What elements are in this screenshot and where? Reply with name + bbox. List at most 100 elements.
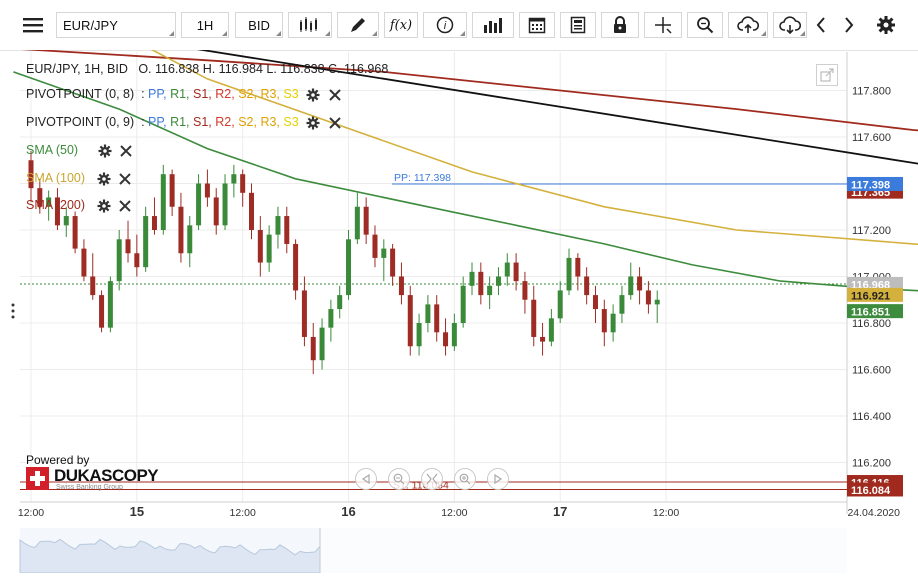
candle-body [522, 281, 528, 300]
y-tick-label: 116.800 [852, 318, 891, 330]
candle-body [434, 304, 440, 333]
zoom-button[interactable] [687, 12, 723, 38]
candle-body [346, 239, 352, 296]
reset-zoom-button[interactable] [421, 468, 443, 490]
sma200-legend: SMA (200) [26, 198, 132, 213]
download-button[interactable] [773, 12, 807, 38]
pivot-2-remove-close-icon[interactable] [328, 116, 342, 130]
sma200-remove-close-icon[interactable] [118, 199, 132, 213]
timeframe-selector[interactable]: 1H [181, 12, 229, 38]
chevron-left-icon [816, 17, 825, 33]
candle-body [619, 295, 625, 314]
ohlc-values: O. 116.838 H. 116.984 L. 116.838 C. 116.… [138, 62, 389, 76]
chevron-right-icon [845, 17, 854, 33]
candle-body [222, 183, 228, 226]
candle-body [637, 276, 643, 291]
calendar-button[interactable] [519, 12, 555, 38]
pivot-2-settings-gear-icon[interactable] [306, 116, 320, 130]
sma50-settings-gear-icon[interactable] [98, 144, 112, 158]
sma200-settings-gear-icon[interactable] [97, 199, 111, 213]
draw-tools-button[interactable] [337, 12, 379, 38]
candle-body [240, 174, 246, 193]
zoom-in-button[interactable] [454, 468, 476, 490]
ohlc-symbol: EUR/JPY, 1H, BID [26, 62, 128, 76]
candle-body [301, 290, 307, 337]
zoom-out-icon [393, 473, 405, 485]
resize-handle[interactable] [11, 300, 15, 322]
pencil-icon [351, 18, 365, 32]
powered-by-label: Powered by [26, 453, 90, 467]
candle-body [169, 174, 175, 207]
pivot-2-s3: S3 [283, 115, 299, 129]
pan-right-button[interactable] [487, 468, 509, 490]
price-side-selector[interactable]: BID [235, 12, 283, 38]
brand-tagline: Swiss Banking Group [56, 484, 123, 491]
candle-body [548, 318, 554, 342]
candle-body [443, 332, 449, 347]
pivot-1-settings-gear-icon[interactable] [306, 88, 320, 102]
x-tick-day-label: 17 [553, 504, 567, 519]
sma100-last-badge-label: 116.921 [851, 290, 890, 302]
upload-button[interactable] [728, 12, 768, 38]
candle-body [275, 216, 281, 235]
candle-body [654, 299, 660, 305]
brand-name: DUKASCOPY [54, 466, 159, 485]
news-button[interactable] [560, 12, 596, 38]
hamburger-menu-icon [23, 18, 43, 33]
pivot-2-name: PIVOTPOINT (0, 9) [26, 115, 135, 129]
pivot-1-s1: S1, [193, 87, 212, 101]
volume-button[interactable] [472, 12, 514, 38]
indicators-button[interactable]: f(x) [384, 12, 418, 38]
scroll-right-button[interactable] [836, 12, 862, 38]
lock-button[interactable] [601, 12, 639, 38]
ohlc-legend: EUR/JPY, 1H, BID O. 116.838 H. 116.984 L… [26, 62, 388, 76]
candle-body [231, 174, 237, 184]
x-tick-time-label: 24.04.2020 [847, 507, 900, 519]
candle-body [116, 239, 122, 282]
fit-icon [426, 473, 438, 485]
pivot-pp-badge-label: 117.398 [851, 179, 890, 191]
sma50-last-badge [847, 304, 903, 319]
sma50-remove-close-icon[interactable] [119, 144, 133, 158]
calendar-icon [528, 17, 546, 34]
sma100-settings-gear-icon[interactable] [97, 172, 111, 186]
swiss-cross-icon [26, 467, 49, 490]
symbol-selector[interactable]: EUR/JPY [56, 12, 176, 38]
crosshair-button[interactable] [644, 12, 682, 38]
expand-icon [820, 68, 834, 82]
drag-dots-icon [11, 303, 15, 319]
candle-body [398, 276, 404, 296]
candle-body [531, 299, 537, 337]
candle-body [469, 271, 475, 286]
pan-left-button[interactable] [355, 468, 377, 490]
scroll-left-button[interactable] [808, 12, 834, 38]
lock-icon [614, 16, 626, 33]
candle-body [266, 234, 272, 263]
sma100-last-badge [847, 287, 903, 302]
sma50-legend: SMA (50) [26, 143, 133, 158]
menu-button[interactable] [15, 12, 51, 38]
pivot-1-r3: R3, [260, 87, 280, 101]
zoom-out-button[interactable] [388, 468, 410, 490]
pivot-2-r3: R3, [260, 115, 280, 129]
pivot-legend-1: PIVOTPOINT (0, 8) : PP, R1, S1, R2, S2, … [26, 87, 342, 102]
info-button[interactable]: i [423, 12, 467, 38]
candle-body [478, 271, 484, 296]
pivot-1-remove-close-icon[interactable] [328, 88, 342, 102]
sma100-name: SMA (100) [26, 171, 86, 185]
last-price-badge-bg [847, 276, 903, 291]
y-tick-label: 116.200 [852, 458, 891, 470]
y-tick-label: 116.400 [852, 411, 891, 423]
candle-body [99, 295, 105, 328]
chart-type-button[interactable] [288, 12, 332, 38]
fullscreen-button[interactable] [816, 64, 838, 86]
crosshair-icon [655, 17, 672, 34]
pivot-2-r2: R2, [215, 115, 235, 129]
settings-button[interactable] [872, 12, 900, 38]
candle-body [284, 216, 290, 244]
candle-body [178, 206, 184, 254]
pivot-pp-label: PP: 117.398 [394, 172, 451, 184]
sma100-remove-close-icon[interactable] [118, 172, 132, 186]
